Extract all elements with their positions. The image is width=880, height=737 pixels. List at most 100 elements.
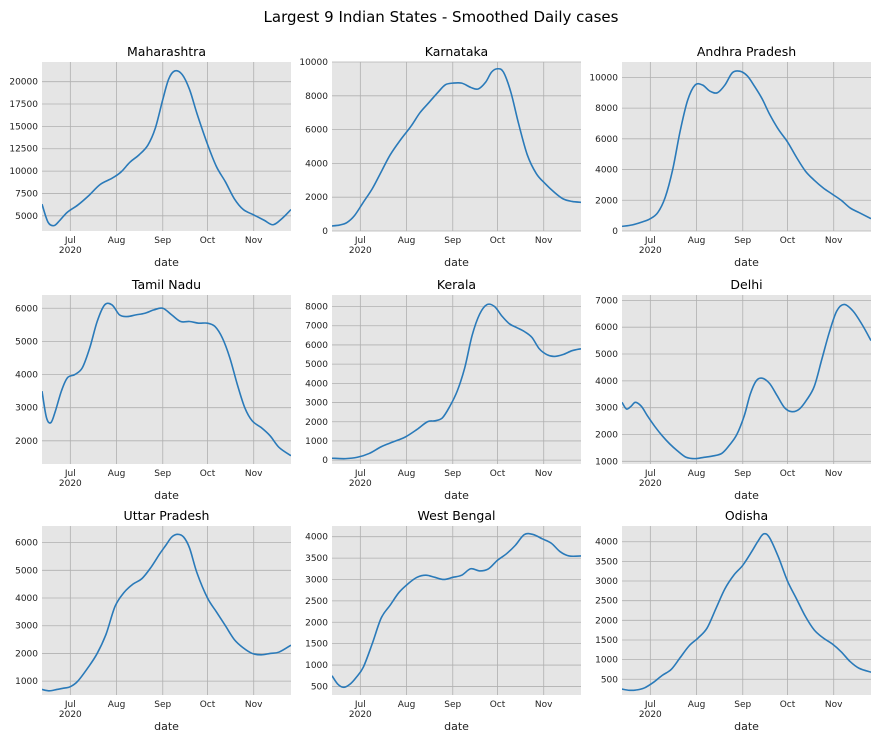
y-tick-label: 2000: [305, 418, 328, 428]
y-tick-label: 4000: [305, 533, 328, 543]
x-tick-label-line: Sep: [444, 236, 461, 246]
x-tick-label-line: Oct: [780, 700, 796, 710]
y-tick-label: 5000: [15, 566, 38, 576]
x-tick-label-line: Aug: [108, 236, 126, 246]
x-axis-label: date: [444, 256, 469, 269]
y-tick-label: 3000: [305, 399, 328, 409]
x-tick-label: Nov: [245, 700, 263, 710]
y-tick-label: 500: [311, 682, 328, 692]
x-tick-label-line: Nov: [245, 469, 263, 479]
y-tick-label: 1500: [595, 636, 618, 646]
y-tick-label: 7000: [305, 322, 328, 332]
y-tick-label: 15000: [9, 122, 38, 132]
plot-area: [622, 526, 871, 695]
x-tick-label-line: Jul: [644, 469, 656, 479]
x-axis-label: date: [444, 720, 469, 733]
y-tick-label: 7000: [595, 296, 618, 306]
x-tick-label-line: Sep: [154, 700, 171, 710]
panel-0: Maharashtra 5000 7500 10000 12500 15000 17500 2…: [9, 44, 291, 269]
x-tick-label: Sep: [444, 700, 461, 710]
series-line: [42, 69, 291, 227]
x-tick-label: Sep: [154, 700, 171, 710]
x-tick-label: Oct: [490, 700, 506, 710]
y-tick-label: 1000: [595, 457, 618, 467]
x-tick-label-line: Aug: [688, 236, 706, 246]
x-tick-label: Oct: [780, 236, 796, 246]
x-tick-label: Sep: [154, 236, 171, 246]
y-tick-label: 20000: [9, 78, 38, 88]
x-tick-label-line: 2020: [59, 246, 82, 256]
x-tick-label-line: Sep: [734, 236, 751, 246]
x-tick-label: Sep: [734, 236, 751, 246]
x-tick-label-line: Oct: [200, 236, 216, 246]
y-tick-label: 5000: [15, 337, 38, 347]
x-tick-label-line: Jul: [354, 469, 366, 479]
y-tick-label: 6000: [15, 539, 38, 549]
panel-5: Delhi 1000 2000 3000 4000 5000 6000 7000 Jul 2020…: [595, 277, 871, 502]
x-tick-label: Aug: [108, 236, 126, 246]
x-tick-label-line: Oct: [490, 236, 506, 246]
x-tick-label: Jul 2020: [639, 469, 662, 489]
y-tick-label: 2000: [595, 430, 618, 440]
y-tick-label: 8000: [305, 92, 328, 102]
x-tick-label: Oct: [200, 236, 216, 246]
x-tick-label: Sep: [444, 469, 461, 479]
panel-4: Kerala 0 1000 2000 3000 4000 5000 6000 7000 8000 J…: [305, 277, 581, 502]
y-tick-label: 1000: [595, 656, 618, 666]
y-tick-label: 0: [612, 227, 618, 237]
y-tick-label: 0: [322, 227, 328, 237]
y-tick-label: 10000: [9, 167, 38, 177]
x-axis-label: date: [734, 720, 759, 733]
panel-title: Odisha: [725, 508, 768, 523]
y-tick-label: 4000: [305, 159, 328, 169]
x-tick-label-line: Jul: [644, 700, 656, 710]
x-tick-label: Aug: [398, 700, 416, 710]
x-tick-label-line: Nov: [825, 700, 843, 710]
x-tick-label-line: Jul: [64, 700, 76, 710]
y-tick-label: 8000: [595, 104, 618, 114]
x-tick-label-line: Nov: [245, 236, 263, 246]
x-tick-label-line: Jul: [354, 700, 366, 710]
x-axis-label: date: [734, 256, 759, 269]
y-tick-label: 10000: [299, 58, 328, 68]
y-tick-label: 2000: [305, 618, 328, 628]
y-tick-label: 17500: [9, 100, 38, 110]
panel-title: Maharashtra: [127, 44, 206, 59]
y-tick-label: 6000: [305, 341, 328, 351]
y-tick-label: 4000: [595, 377, 618, 387]
panel-title: Tamil Nadu: [131, 277, 201, 292]
x-tick-label: Nov: [535, 236, 553, 246]
x-tick-label: Oct: [780, 469, 796, 479]
x-tick-label: Oct: [490, 469, 506, 479]
y-tick-label: 3000: [595, 404, 618, 414]
x-tick-label: Nov: [245, 236, 263, 246]
x-tick-label-line: Jul: [64, 236, 76, 246]
panel-8: Odisha 500 1000 1500 2000 2500 3000 3500 4000 Jul…: [595, 508, 871, 733]
plot-area: [332, 295, 581, 464]
x-tick-label: Aug: [688, 469, 706, 479]
x-tick-label: Sep: [734, 700, 751, 710]
x-tick-label: Jul 2020: [639, 700, 662, 720]
y-tick-label: 2000: [595, 196, 618, 206]
panel-title: Uttar Pradesh: [124, 508, 210, 523]
series-line: [332, 303, 581, 460]
y-tick-label: 2500: [595, 597, 618, 607]
y-tick-label: 0: [322, 456, 328, 466]
x-tick-label-line: 2020: [639, 479, 662, 489]
x-tick-label-line: Sep: [444, 469, 461, 479]
x-tick-label-line: Nov: [245, 700, 263, 710]
x-tick-label-line: 2020: [349, 479, 372, 489]
x-tick-label-line: Aug: [398, 700, 416, 710]
x-axis-label: date: [154, 720, 179, 733]
y-tick-label: 6000: [15, 304, 38, 314]
y-tick-label: 5000: [15, 212, 38, 222]
x-tick-label-line: Oct: [200, 700, 216, 710]
y-tick-label: 4000: [15, 594, 38, 604]
x-tick-label: Nov: [535, 700, 553, 710]
x-tick-label: Oct: [490, 236, 506, 246]
y-tick-label: 3000: [15, 622, 38, 632]
x-axis-label: date: [444, 489, 469, 502]
x-tick-label: Sep: [444, 236, 461, 246]
x-tick-label-line: Oct: [780, 469, 796, 479]
